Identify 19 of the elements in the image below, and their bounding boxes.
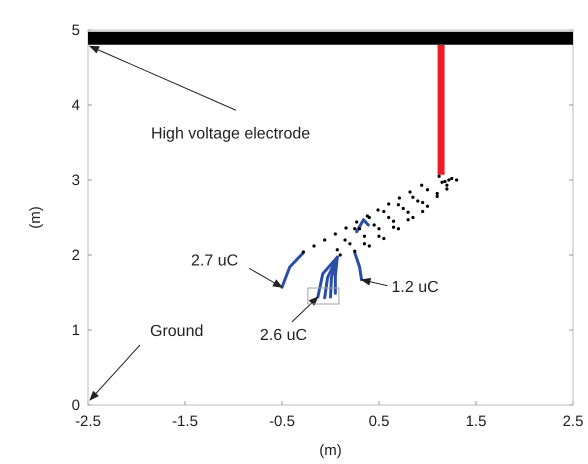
x-axis-title: (m) xyxy=(319,442,342,459)
x-tick-label: -0.5 xyxy=(269,413,295,430)
y-tick-label: 4 xyxy=(72,97,80,114)
y-axis-title: (m) xyxy=(27,206,44,229)
x-tick-label: 2.5 xyxy=(562,413,584,430)
x-tick-label: -1.5 xyxy=(172,413,198,430)
x-tick-label: -2.5 xyxy=(75,413,101,430)
y-tick-label: 5 xyxy=(72,22,80,39)
x-tick-label: 0.5 xyxy=(368,413,390,430)
y-tick-label: 0 xyxy=(72,397,80,414)
y-tick-label: 3 xyxy=(72,172,80,189)
annotation: High voltage electrode xyxy=(150,125,310,142)
annotation: 2.6 uC xyxy=(260,327,308,344)
y-tick-label: 2 xyxy=(72,247,80,264)
annotation: 2.7 uC xyxy=(191,252,238,270)
x-tick-label: 1.5 xyxy=(466,413,486,430)
annotation: 1.2 uC xyxy=(392,278,439,296)
annotation: Ground xyxy=(150,323,204,340)
y-tick-label: 1 xyxy=(72,322,80,339)
